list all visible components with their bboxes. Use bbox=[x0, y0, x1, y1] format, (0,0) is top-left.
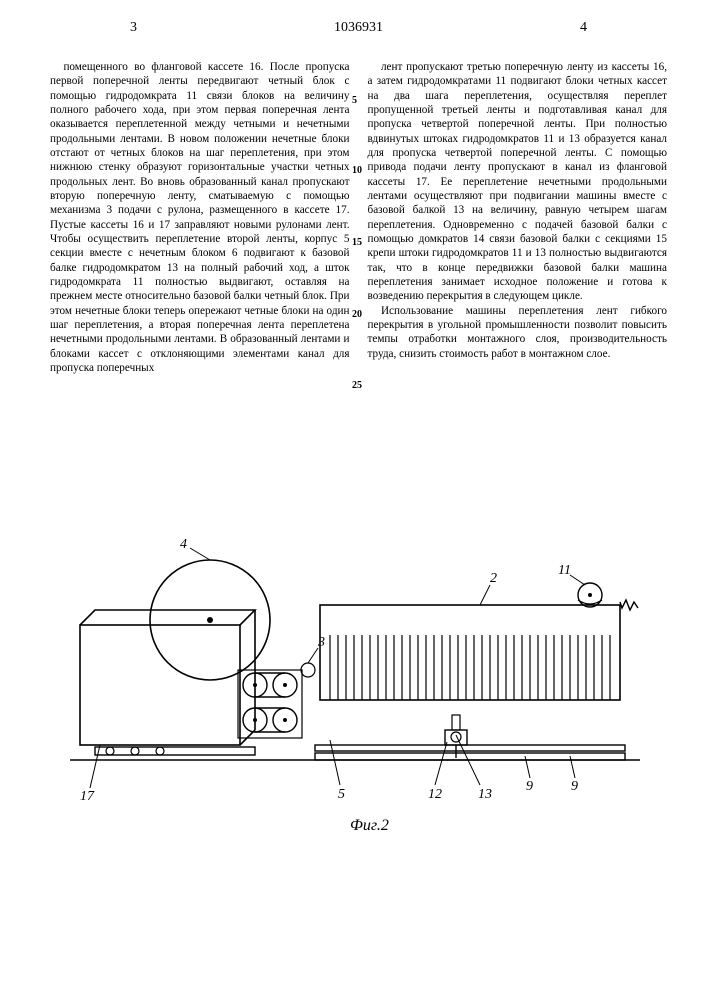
figure-2: 4 3 17 bbox=[60, 530, 650, 850]
fig-label-11: 11 bbox=[558, 563, 571, 578]
figure-caption: Фиг.2 bbox=[350, 817, 389, 834]
fig-label-13: 13 bbox=[478, 787, 492, 802]
fig-label-9b: 9 bbox=[571, 779, 578, 794]
page: 3 1036931 4 5 10 15 20 25 помещенного во… bbox=[0, 0, 707, 1000]
line-marker-5: 5 bbox=[352, 95, 357, 106]
page-num-right: 4 bbox=[580, 20, 587, 36]
right-column: лент пропускают третью поперечную ленту … bbox=[368, 60, 668, 375]
header: 3 1036931 4 bbox=[50, 20, 667, 50]
line-marker-15: 15 bbox=[352, 237, 362, 248]
line-marker-20: 20 bbox=[352, 309, 362, 320]
right-para-2: Использование машины переплетения лент г… bbox=[368, 304, 668, 361]
fig-label-2: 2 bbox=[490, 571, 497, 586]
left-para-1: помещенного во фланговой кассете 16. Пос… bbox=[50, 60, 350, 375]
fig-label-9a: 9 bbox=[526, 779, 533, 794]
line-marker-25: 25 bbox=[352, 380, 362, 391]
figure-svg: 4 3 17 bbox=[60, 530, 650, 850]
right-para-1: лент пропускают третью поперечную ленту … bbox=[368, 60, 668, 304]
fig-label-3: 3 bbox=[317, 635, 325, 650]
fig-label-12: 12 bbox=[428, 787, 442, 802]
fig-label-4: 4 bbox=[180, 537, 187, 552]
left-column: помещенного во фланговой кассете 16. Пос… bbox=[50, 60, 350, 375]
page-num-left: 3 bbox=[130, 20, 137, 36]
fig-label-5: 5 bbox=[338, 787, 345, 802]
fig-label-17: 17 bbox=[80, 789, 95, 804]
patent-number: 1036931 bbox=[334, 20, 383, 36]
line-marker-10: 10 bbox=[352, 165, 362, 176]
text-columns: помещенного во фланговой кассете 16. Пос… bbox=[50, 60, 667, 375]
